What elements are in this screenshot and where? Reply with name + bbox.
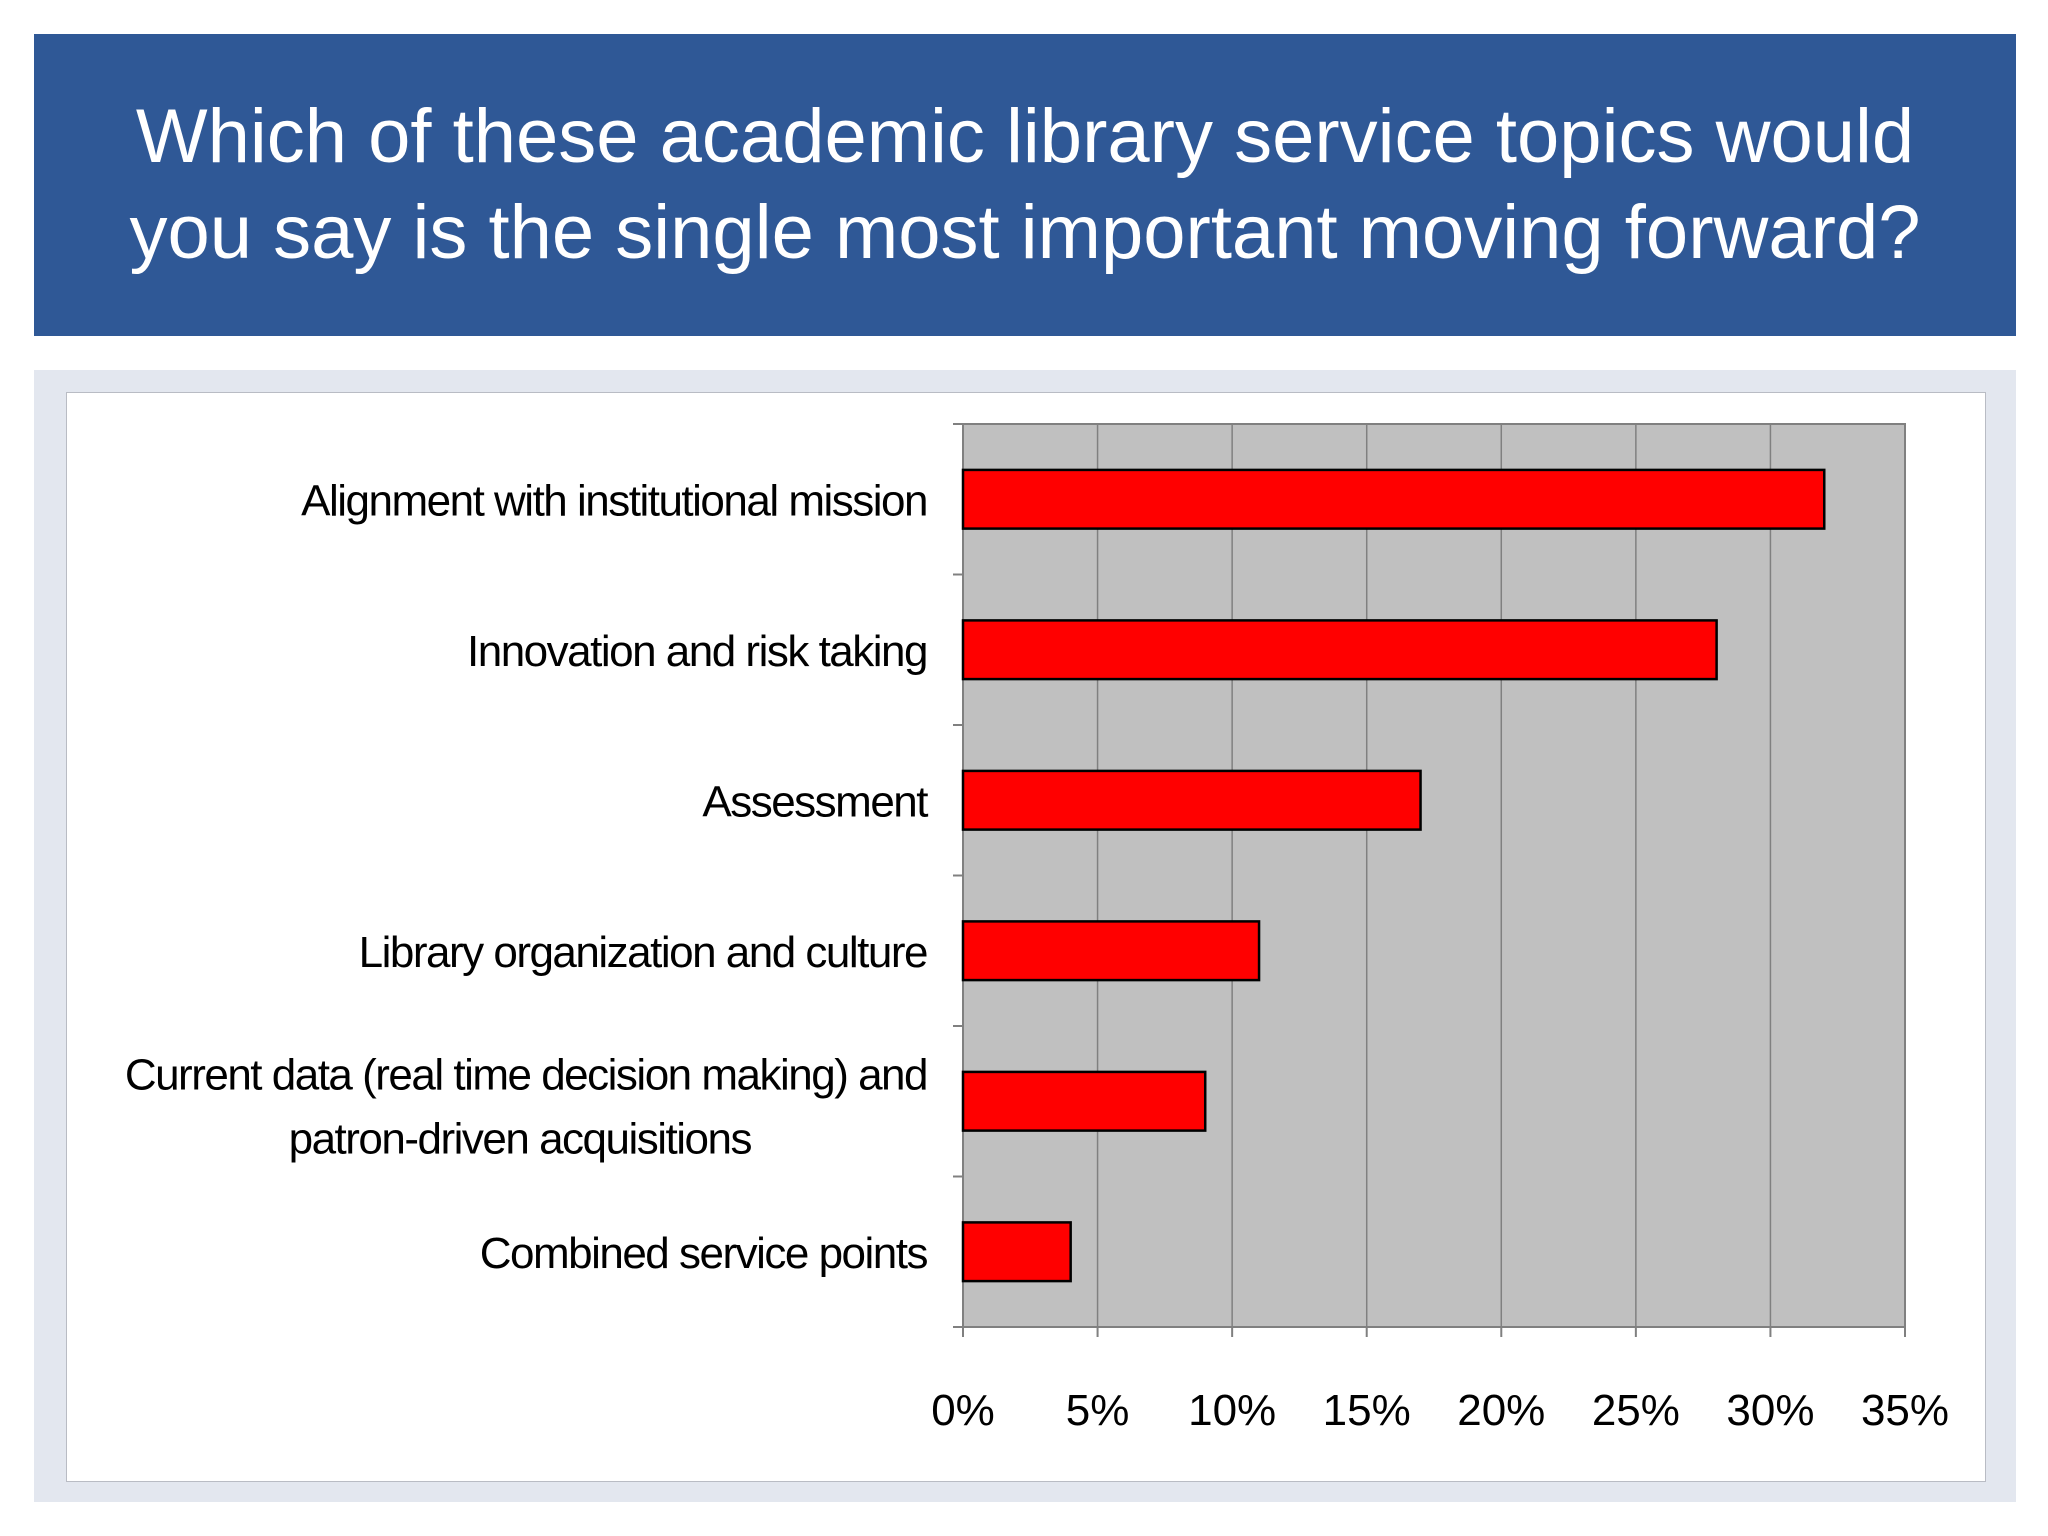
x-tick-label: 5% xyxy=(1066,1386,1130,1435)
x-tick-label: 10% xyxy=(1188,1386,1276,1435)
x-tick-label: 15% xyxy=(1323,1386,1411,1435)
chart-frame: 0% 5% 10% 15% 20% 25% 30% 35% Alignment with ins… xyxy=(66,392,1986,1482)
chart-panel: 0% 5% 10% 15% 20% 25% 30% 35% Alignment with ins… xyxy=(34,370,2016,1502)
x-tick-label: 35% xyxy=(1861,1386,1949,1435)
bar xyxy=(961,468,1826,530)
category-label: Innovation and risk taking xyxy=(467,627,927,676)
bar xyxy=(961,1221,1072,1283)
plot-area xyxy=(962,423,1906,1328)
bar-chart: 0% 5% 10% 15% 20% 25% 30% 35% Alignment with ins… xyxy=(125,423,1949,1435)
category-label: Assessment xyxy=(702,777,928,826)
category-label: Alignment with institutional mission xyxy=(301,476,927,525)
bar xyxy=(961,619,1718,681)
x-tick-label: 20% xyxy=(1457,1386,1545,1435)
category-label: Library organization and culture xyxy=(359,928,927,977)
bar xyxy=(961,769,1422,831)
x-tick-label: 0% xyxy=(931,1386,995,1435)
slide-title: Which of these academic library service … xyxy=(129,94,1921,275)
category-label: patron-driven acquisitions xyxy=(289,1114,752,1163)
x-tick-label: 25% xyxy=(1592,1386,1680,1435)
category-label: Combined service points xyxy=(480,1229,928,1278)
title-banner: Which of these academic library service … xyxy=(34,34,2016,336)
x-tick-label: 30% xyxy=(1726,1386,1814,1435)
bar xyxy=(961,1070,1207,1132)
bar xyxy=(961,920,1261,982)
category-label: Current data (real time decision making)… xyxy=(125,1050,927,1099)
